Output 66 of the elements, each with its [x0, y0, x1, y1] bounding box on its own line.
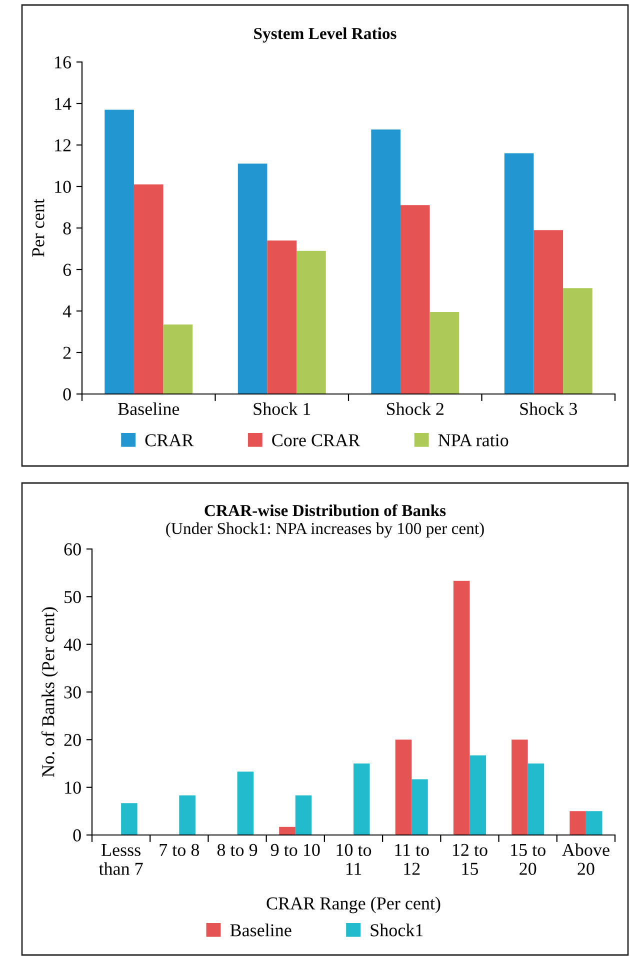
x-tick-label: Shock 3 — [520, 402, 578, 416]
y-tick-label: 14 — [55, 98, 72, 110]
y-tick-label: 6 — [63, 264, 72, 276]
y-axis-title: Per cent — [32, 198, 44, 257]
x-tick-label: 11 to 12 — [395, 844, 429, 875]
bar — [534, 230, 564, 394]
bar — [563, 288, 592, 394]
x-tick-label: Shock 1 — [254, 402, 310, 416]
legend-label: Baseline — [230, 924, 292, 936]
y-tick-label: 0 — [73, 829, 81, 842]
bar — [121, 803, 138, 835]
bar — [371, 129, 400, 394]
x-tick-label: 12 to 15 — [453, 844, 488, 875]
bar — [179, 795, 196, 835]
x-tick-label: Lesss than 7 — [98, 844, 143, 875]
legend-label: NPA ratio — [438, 434, 508, 446]
bar — [570, 811, 586, 835]
bar — [400, 205, 430, 394]
bar — [395, 740, 412, 835]
legend-label: Core CRAR — [272, 434, 360, 446]
bar — [586, 811, 602, 835]
y-tick-label: 10 — [55, 180, 71, 193]
bar — [134, 184, 164, 394]
y-tick-label: 12 — [55, 139, 71, 152]
bar — [512, 740, 528, 835]
x-tick-label: 15 to 20 — [511, 844, 546, 875]
x-tick-label: 9 to 10 — [270, 844, 320, 856]
y-tick-label: 2 — [63, 346, 71, 359]
x-tick-label: Baseline — [118, 402, 180, 416]
y-tick-label: 20 — [64, 734, 81, 746]
bar — [296, 250, 326, 394]
x-tick-label: 10 to 11 — [336, 844, 372, 875]
legend-label: Shock1 — [370, 924, 423, 936]
bar — [354, 764, 370, 835]
x-tick-label: Above 20 — [562, 843, 610, 875]
bar — [453, 580, 470, 835]
y-tick-label: 16 — [55, 56, 72, 68]
bar — [237, 772, 254, 835]
chart-title: System Level Ratios — [254, 27, 396, 43]
y-tick-label: 0 — [63, 388, 71, 400]
y-tick-label: 40 — [64, 638, 81, 651]
y-tick-label: 60 — [64, 543, 81, 556]
x-axis-title: CRAR Range (Per cent) — [266, 896, 440, 914]
x-tick-label: 8 to 9 — [217, 844, 258, 856]
bar — [412, 779, 428, 835]
y-tick-label: 30 — [64, 686, 81, 698]
y-tick-label: 50 — [64, 590, 81, 604]
bar — [238, 164, 268, 394]
bar — [104, 110, 134, 394]
bar — [267, 240, 297, 394]
bar — [528, 764, 544, 835]
x-tick-label: 7 to 8 — [160, 844, 200, 856]
bar — [504, 153, 534, 394]
legend-label: CRAR — [145, 434, 194, 446]
bar — [430, 312, 460, 394]
y-tick-label: 10 — [65, 782, 81, 794]
chart-subtitle: (Under Shock1: NPA increases by 100 per cent) — [166, 522, 484, 538]
bar — [279, 826, 296, 835]
chart-title: CRAR-wise Distribution of Banks — [204, 504, 446, 516]
bar — [163, 324, 193, 394]
x-tick-label: Shock 2 — [386, 402, 444, 416]
bar — [295, 795, 312, 835]
y-axis-title: No. of Banks (Per cent) — [41, 607, 58, 777]
y-tick-label: 8 — [63, 222, 71, 234]
bar — [470, 755, 486, 835]
y-tick-label: 4 — [62, 305, 72, 318]
